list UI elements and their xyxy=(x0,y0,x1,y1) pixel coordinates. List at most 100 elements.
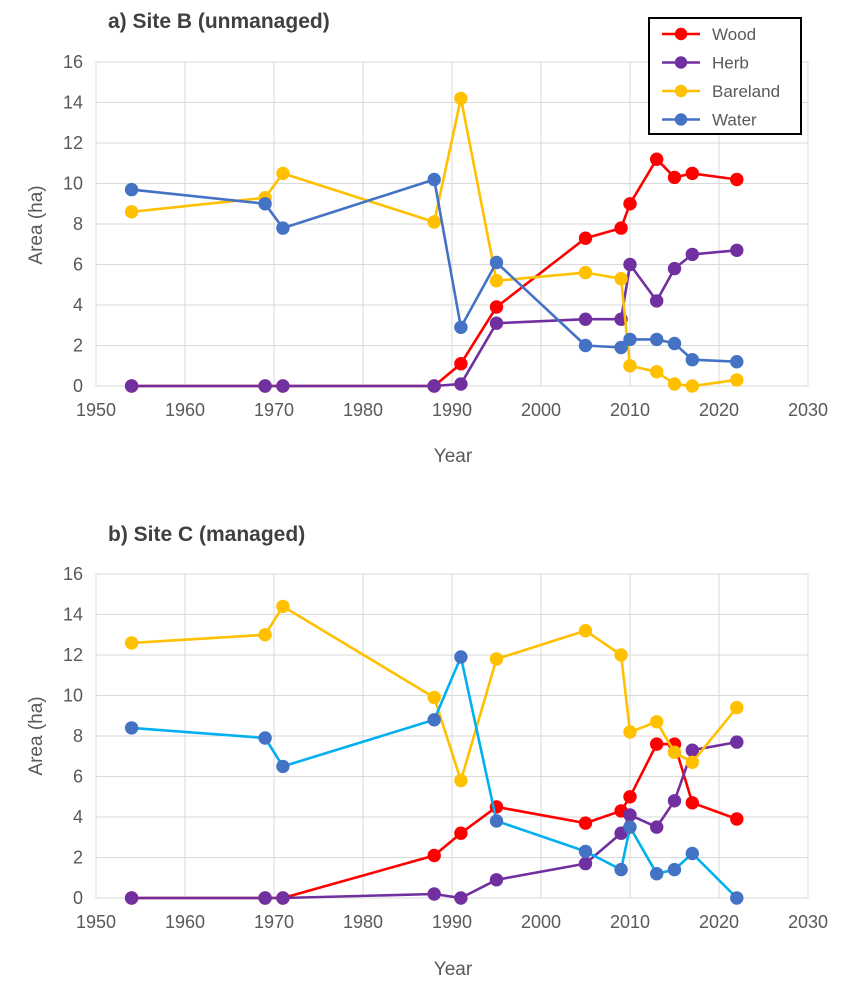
data-point xyxy=(124,379,139,393)
data-point xyxy=(650,820,664,834)
gridlines xyxy=(95,61,809,387)
data-point xyxy=(124,636,139,650)
y-tick-label: 4 xyxy=(73,295,83,315)
x-tick-label: 2030 xyxy=(788,400,828,420)
x-tick-label: 1990 xyxy=(432,400,472,420)
data-point xyxy=(685,353,699,367)
data-point xyxy=(454,773,468,788)
y-tick-label: 16 xyxy=(63,52,83,72)
panel-title: b) Site C (managed) xyxy=(108,523,305,546)
x-tick-label: 1990 xyxy=(432,912,472,932)
y-tick-label: 10 xyxy=(63,174,83,194)
series-line xyxy=(131,97,737,388)
y-tick-label: 0 xyxy=(73,888,83,908)
data-point xyxy=(578,816,593,830)
series-4 xyxy=(124,650,744,905)
data-point xyxy=(454,826,468,840)
data-point xyxy=(730,812,744,826)
x-tick-label: 2010 xyxy=(610,912,650,932)
data-point xyxy=(667,170,682,185)
legend-label: Bareland xyxy=(712,82,780,101)
data-point xyxy=(730,172,744,187)
data-point xyxy=(578,338,593,353)
series-line xyxy=(131,178,737,363)
data-point xyxy=(730,355,744,369)
data-point xyxy=(427,172,441,187)
data-point xyxy=(667,794,682,808)
legend-entry: Water xyxy=(662,111,757,130)
x-tick-label: 2030 xyxy=(788,912,828,932)
data-point xyxy=(578,231,593,245)
y-tick-label: 2 xyxy=(73,848,83,868)
data-point xyxy=(489,255,504,270)
gridlines xyxy=(95,573,809,899)
series-3 xyxy=(124,599,744,788)
series-herb xyxy=(124,243,744,393)
data-point xyxy=(124,205,139,219)
x-tick-label: 2020 xyxy=(699,400,739,420)
series-wood xyxy=(124,152,744,393)
data-point xyxy=(578,844,593,859)
data-point xyxy=(650,294,664,308)
data-point xyxy=(454,377,468,391)
y-tick-label: 6 xyxy=(73,767,83,787)
legend-swatch-marker xyxy=(674,27,688,41)
series-line xyxy=(131,249,737,388)
data-point xyxy=(685,247,699,262)
x-tick-label: 1970 xyxy=(254,400,294,420)
legend-swatch-marker xyxy=(674,84,688,98)
x-tick-labels: 1950 1960 1970 1980 1990 2000 2010 2020 2030 xyxy=(76,912,828,932)
y-tick-label: 12 xyxy=(63,133,83,153)
panel-site-b: a) Site B (unmanaged) 0 2 4 6 8 10 12 14 16 1950… xyxy=(26,10,828,467)
y-tick-label: 14 xyxy=(63,605,83,625)
data-point xyxy=(650,737,664,751)
data-point xyxy=(276,599,290,614)
data-point xyxy=(427,713,441,727)
legend-label: Wood xyxy=(712,25,756,44)
x-tick-label: 1980 xyxy=(343,400,383,420)
x-tick-label: 2000 xyxy=(521,912,561,932)
data-point xyxy=(685,796,699,810)
data-point xyxy=(489,300,504,314)
data-point xyxy=(258,379,272,393)
data-point xyxy=(614,272,628,286)
series-layer xyxy=(124,91,744,393)
legend-entries: Wood Herb Bareland Water xyxy=(662,25,780,130)
x-tick-label: 2000 xyxy=(521,400,561,420)
x-tick-label: 1960 xyxy=(165,912,205,932)
data-point xyxy=(276,379,290,393)
data-point xyxy=(623,808,637,822)
data-point xyxy=(667,745,682,759)
x-tick-labels: 1950 1960 1970 1980 1990 2000 2010 2020 2030 xyxy=(76,400,828,420)
data-point xyxy=(427,215,441,229)
data-point xyxy=(578,312,593,326)
series-1 xyxy=(124,737,744,905)
legend-swatch-marker xyxy=(674,56,688,69)
data-point xyxy=(427,887,441,901)
legend-box xyxy=(648,17,802,135)
series-layer xyxy=(124,599,744,905)
y-tick-label: 12 xyxy=(63,645,83,665)
data-point xyxy=(489,274,504,288)
data-point xyxy=(730,243,744,258)
data-point xyxy=(578,265,593,280)
data-point xyxy=(730,735,744,749)
legend-entry: Bareland xyxy=(662,82,780,101)
data-point xyxy=(258,731,272,745)
data-point xyxy=(685,846,699,861)
x-tick-label: 1980 xyxy=(343,912,383,932)
data-point xyxy=(667,862,682,877)
y-tick-labels: 0 2 4 6 8 10 12 14 16 xyxy=(63,52,83,396)
data-point xyxy=(685,166,699,181)
data-point xyxy=(614,862,628,877)
x-tick-label: 2020 xyxy=(699,912,739,932)
data-point xyxy=(650,365,664,379)
data-point xyxy=(454,320,468,334)
data-point xyxy=(667,336,682,351)
x-tick-label: 1950 xyxy=(76,912,116,932)
series-water xyxy=(124,172,744,369)
data-point xyxy=(427,379,441,393)
data-point xyxy=(124,721,139,735)
